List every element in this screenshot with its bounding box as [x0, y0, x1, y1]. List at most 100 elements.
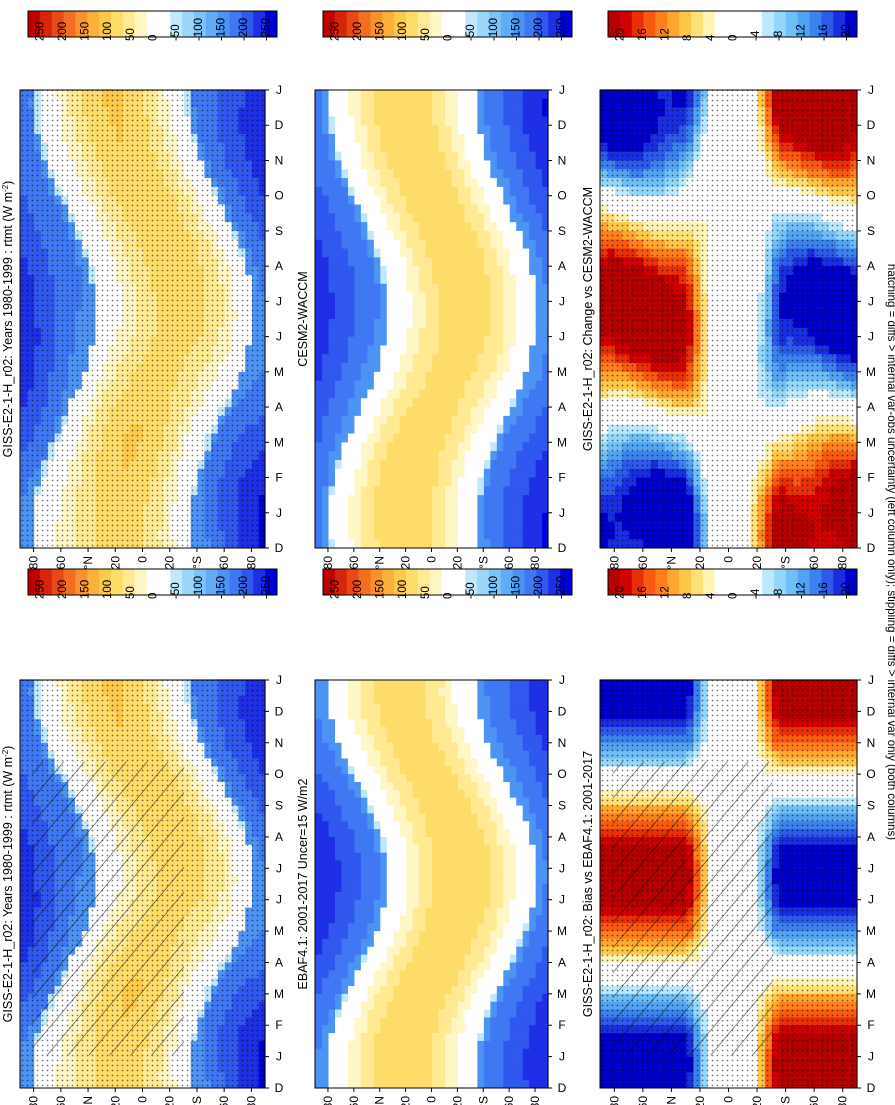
heatmap-cell — [444, 891, 452, 900]
heatmap-cell — [450, 891, 458, 900]
heatmap-cell — [476, 891, 484, 900]
heatmap-cell — [366, 1032, 374, 1041]
heatmap-cell — [386, 1032, 394, 1041]
x-tick-label: M — [274, 365, 284, 379]
heatmap-cell — [496, 1071, 504, 1081]
heatmap-cell — [412, 891, 420, 900]
heatmap-cell — [392, 899, 400, 908]
heatmap-cell — [476, 1040, 484, 1049]
heatmap-cell — [315, 977, 323, 986]
heatmap-cell — [360, 1016, 368, 1026]
heatmap-cell — [366, 977, 374, 986]
heatmap-cell — [437, 977, 446, 986]
heatmap-cell — [334, 1008, 342, 1018]
heatmap-cell — [463, 1024, 471, 1034]
heatmap-cell — [399, 1040, 407, 1049]
heatmap-cell — [431, 1008, 439, 1018]
heatmap-cell — [379, 906, 387, 916]
heatmap-cell — [425, 954, 433, 963]
heatmap-cell — [515, 1063, 523, 1073]
x-tick-label: D — [275, 1081, 284, 1095]
heatmap-cell — [535, 954, 543, 963]
heatmap-cell — [515, 1048, 523, 1057]
heatmap-cell — [444, 946, 452, 955]
heatmap-cell — [373, 1032, 381, 1041]
heatmap-cell — [509, 930, 517, 939]
heatmap-cell — [373, 946, 381, 955]
x-tick-label: A — [275, 955, 283, 969]
heatmap-cell — [522, 993, 530, 1002]
heatmap-cell — [327, 852, 336, 861]
heatmap-cell — [334, 1071, 342, 1081]
heatmap-cell — [399, 859, 407, 869]
heatmap-cell — [327, 930, 336, 939]
heatmap-cell — [496, 1032, 504, 1041]
heatmap-cell — [366, 867, 374, 877]
heatmap-cell — [437, 930, 446, 939]
heatmap-cell — [321, 961, 329, 971]
heatmap-cell — [334, 985, 342, 994]
heatmap-cell — [425, 1008, 433, 1018]
heatmap-cell — [476, 1024, 484, 1034]
heatmap-cell — [366, 961, 374, 971]
heatmap-cell — [405, 969, 413, 979]
heatmap-cell — [437, 1040, 446, 1049]
y-tick-label: °S — [190, 1096, 204, 1105]
x-tick-label: M — [274, 924, 284, 938]
heatmap-cell — [392, 1024, 400, 1034]
heatmap-cell — [535, 1056, 543, 1065]
heatmap-cell — [470, 1001, 478, 1010]
heatmap-cell — [450, 852, 458, 861]
heatmap-cell — [379, 993, 387, 1002]
heatmap-cell — [463, 985, 471, 994]
heatmap-cell — [315, 1048, 323, 1057]
heatmap-cell — [476, 977, 484, 986]
heatmap-cell — [470, 1048, 478, 1057]
heatmap-cell — [392, 961, 400, 971]
heatmap-cell — [405, 930, 413, 939]
heatmap-cell — [535, 993, 543, 1002]
heatmap-cell — [483, 954, 491, 963]
heatmap-cell — [496, 922, 504, 932]
heatmap-cell — [334, 938, 342, 947]
heatmap-cell — [476, 883, 484, 892]
heatmap-cell — [483, 1024, 491, 1034]
heatmap-cell — [360, 1001, 368, 1010]
heatmap-cell — [425, 1032, 433, 1041]
heatmap-cell — [476, 961, 484, 971]
heatmap-cell — [353, 922, 361, 932]
heatmap-cell — [347, 852, 355, 861]
heatmap-cell — [321, 1056, 329, 1065]
heatmap-cell — [470, 891, 478, 900]
heatmap-cell — [366, 1040, 374, 1049]
heatmap-cell — [502, 1024, 510, 1034]
heatmap-cell — [450, 883, 458, 892]
heatmap-cell — [522, 1063, 530, 1073]
x-tick-label: J — [276, 294, 282, 308]
heatmap-cell — [528, 985, 536, 994]
heatmap-cell — [476, 906, 484, 916]
heatmap-cell — [489, 1071, 497, 1081]
heatmap-cell — [347, 1024, 355, 1034]
heatmap-cell — [366, 1016, 374, 1026]
heatmap-cell — [315, 1056, 323, 1065]
heatmap-cell — [476, 954, 484, 963]
heatmap-cell — [373, 993, 381, 1002]
heatmap-cell — [321, 1008, 329, 1018]
heatmap-cell — [502, 1063, 510, 1073]
heatmap-cell — [353, 867, 361, 877]
heatmap-cell — [535, 1040, 543, 1049]
heatmap-cell — [489, 859, 497, 869]
heatmap-cell — [437, 985, 446, 994]
heatmap-cell — [347, 914, 355, 924]
heatmap-cell — [327, 883, 336, 892]
heatmap-cell — [412, 1071, 420, 1081]
heatmap-cell — [399, 977, 407, 986]
heatmap-cell — [392, 1063, 400, 1073]
heatmap-cell — [379, 1079, 387, 1088]
heatmap-cell — [483, 1071, 491, 1081]
heatmap-cell — [327, 1079, 336, 1088]
colorbar-swatch — [146, 11, 159, 37]
colorbar: 250 200 150 100 50 0 -50 -100 -150 -200 -250 — [27, 10, 278, 41]
heatmap-cell — [315, 1008, 323, 1018]
